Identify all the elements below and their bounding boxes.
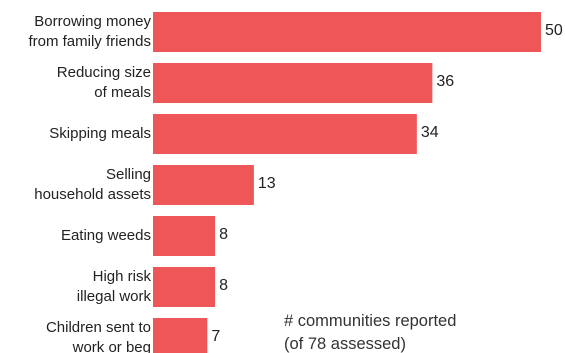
value-label-4: 8: [219, 226, 228, 243]
value-label-6: 7: [211, 328, 220, 345]
bars-layer: [153, 12, 541, 353]
value-label-3: 13: [258, 175, 276, 192]
category-label-1-line-1: Reducing size: [57, 64, 151, 81]
bar-5: [153, 267, 216, 307]
category-label-3-line-2: household assets: [34, 186, 151, 203]
category-label-6-line-1: Children sent to: [46, 319, 151, 336]
category-label-4: Eating weeds: [61, 227, 151, 244]
category-label-5-line-2: illegal work: [77, 288, 152, 305]
category-labels: Borrowing money from family friends Reduci…: [28, 13, 151, 353]
category-label-0-line-2: from family friends: [28, 33, 151, 50]
category-label-6-line-2: work or beg: [72, 339, 151, 353]
value-label-0: 50: [545, 22, 563, 39]
bar-0: [153, 12, 541, 52]
bar-2: [153, 114, 417, 154]
annotation-line-1: # communities reported: [284, 312, 456, 330]
category-label-2: Skipping meals: [49, 125, 151, 142]
value-labels: 50 36 34 13 8 8 7: [211, 22, 563, 345]
category-label-3-line-1: Selling: [106, 166, 151, 183]
value-label-1: 36: [436, 73, 454, 90]
category-label-1-line-2: of meals: [94, 84, 151, 101]
value-label-5: 8: [219, 277, 228, 294]
value-label-2: 34: [421, 124, 439, 141]
bar-6: [153, 318, 208, 353]
bar-3: [153, 165, 254, 205]
bar-4: [153, 216, 216, 256]
annotation-line-2: (of 78 assessed): [284, 335, 406, 353]
bar-1: [153, 63, 433, 103]
category-label-0-line-1: Borrowing money: [34, 13, 151, 30]
category-label-5-line-1: High risk: [93, 268, 152, 285]
